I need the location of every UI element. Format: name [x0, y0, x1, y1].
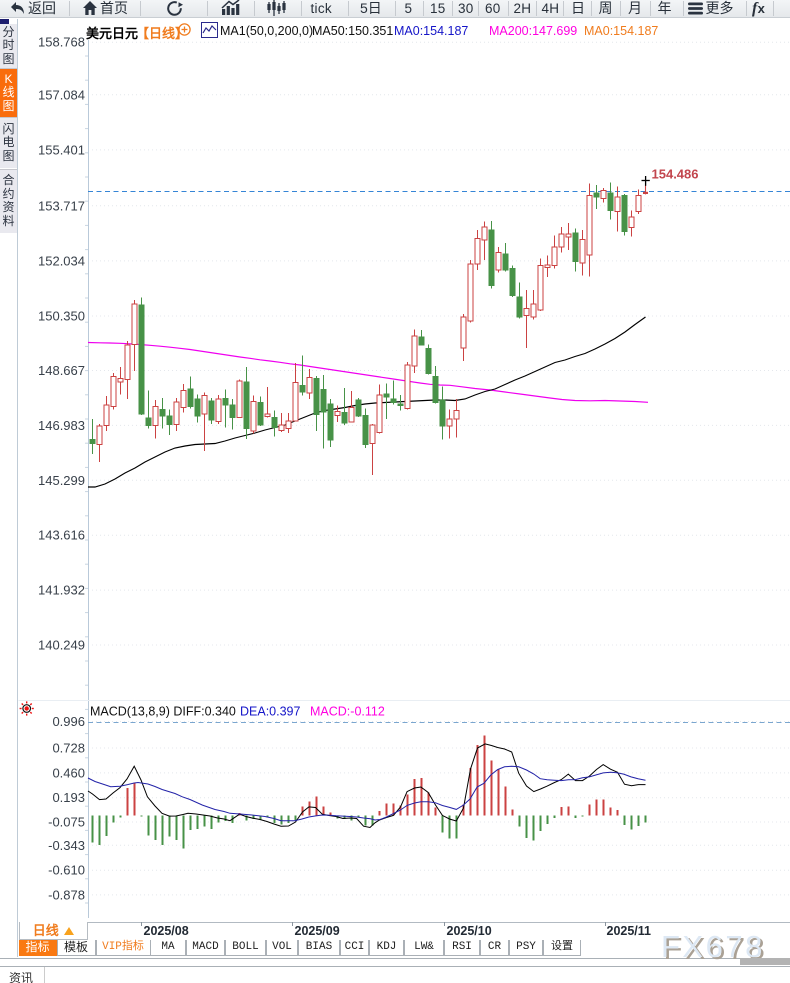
svg-text:157.084: 157.084	[38, 87, 85, 102]
svg-text:152.034: 152.034	[38, 253, 85, 268]
svg-text:145.299: 145.299	[38, 473, 85, 488]
svg-text:-0.343: -0.343	[48, 838, 85, 853]
svg-text:-0.878: -0.878	[48, 887, 85, 902]
svg-text:146.983: 146.983	[38, 418, 85, 433]
svg-text:0.996: 0.996	[52, 714, 85, 729]
svg-text:143.616: 143.616	[38, 528, 85, 543]
svg-text:DEA:0.397: DEA:0.397	[240, 705, 301, 719]
svg-text:-0.610: -0.610	[48, 863, 85, 878]
svg-text:141.932: 141.932	[38, 583, 85, 598]
svg-text:MACD:-0.112: MACD:-0.112	[310, 705, 385, 719]
svg-text:148.667: 148.667	[38, 363, 85, 378]
svg-text:-0.075: -0.075	[48, 815, 85, 830]
svg-text:154.486: 154.486	[652, 167, 699, 182]
svg-text:158.768: 158.768	[38, 35, 85, 50]
svg-text:140.249: 140.249	[38, 638, 85, 653]
svg-text:0.193: 0.193	[52, 790, 85, 805]
svg-text:0.728: 0.728	[52, 741, 85, 756]
svg-text:153.717: 153.717	[38, 198, 85, 213]
svg-text:MACD(13,8,9) DIFF:0.340: MACD(13,8,9) DIFF:0.340	[90, 705, 236, 719]
svg-text:150.350: 150.350	[38, 309, 85, 324]
svg-text:0.460: 0.460	[52, 765, 85, 780]
svg-text:155.401: 155.401	[38, 142, 85, 157]
